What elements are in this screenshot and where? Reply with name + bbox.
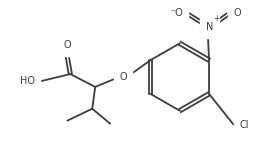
Text: +: +	[214, 14, 220, 24]
Text: ⁻O: ⁻O	[170, 8, 183, 18]
Text: O: O	[63, 40, 71, 50]
Text: Cl: Cl	[239, 120, 249, 130]
Text: O: O	[119, 72, 127, 82]
Text: N: N	[206, 22, 213, 32]
Text: O: O	[234, 8, 241, 18]
Text: HO: HO	[19, 76, 35, 86]
